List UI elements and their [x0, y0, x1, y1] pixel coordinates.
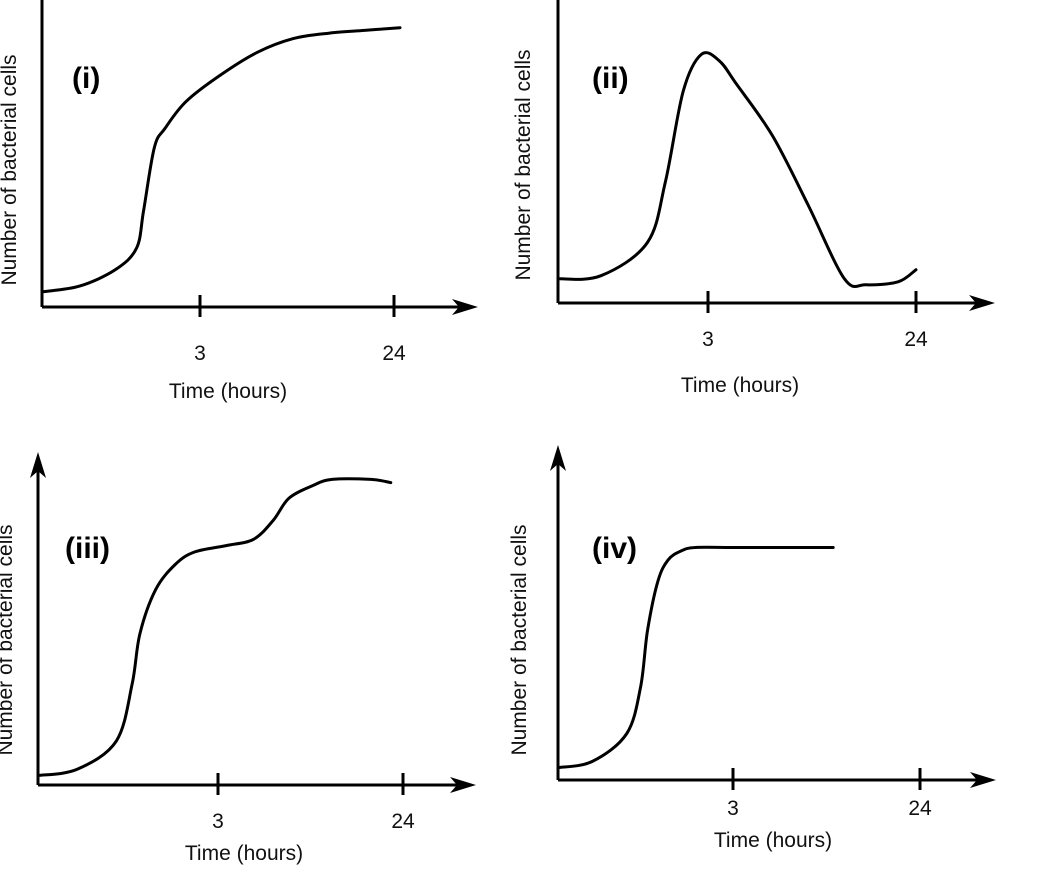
x-tick-label: 24: [904, 328, 928, 351]
growth-curve: [556, 545, 835, 770]
x-tick-label: 3: [194, 342, 206, 365]
x-tick-label: 24: [382, 342, 406, 365]
panel-3: 3 24 Time (hours) Number of bacterial cells…: [0, 452, 476, 865]
x-axis-arrow: [450, 777, 476, 793]
y-axis-title: Number of bacterial cells: [0, 54, 21, 285]
y-axis-title: Number of bacterial cells: [508, 524, 531, 755]
x-tick-label: 24: [391, 810, 415, 833]
panel-label: (iii): [65, 532, 110, 565]
y-axis-arrow: [30, 452, 46, 478]
x-tick-label: 3: [702, 328, 714, 351]
x-axis-title: Time (hours): [681, 374, 799, 397]
x-tick-label: 3: [212, 810, 224, 833]
x-axis-title: Time (hours): [169, 380, 287, 403]
x-axis-title: Time (hours): [714, 829, 832, 852]
x-axis-arrow: [970, 772, 996, 788]
panel-4: 3 24 Time (hours) Number of bacterial cells…: [508, 445, 996, 852]
y-axis-title: Number of bacterial cells: [0, 524, 17, 755]
x-tick-label: 3: [727, 797, 739, 820]
x-axis-arrow: [969, 295, 995, 311]
panel-label: (ii): [592, 62, 629, 95]
x-tick-label: 24: [908, 797, 932, 820]
y-axis-arrow: [550, 445, 566, 471]
panel-2: 3 24 Time (hours) Number of bacterial cells…: [512, 0, 995, 397]
growth-curve: [556, 51, 918, 289]
panel-label: (i): [72, 62, 100, 95]
x-axis-arrow: [452, 299, 478, 315]
growth-curve: [42, 26, 402, 294]
y-axis-title: Number of bacterial cells: [512, 49, 535, 280]
panel-label: (iv): [592, 532, 637, 565]
panel-1: 3 24 Time (hours) Number of bacterial cells…: [0, 0, 478, 403]
x-axis-title: Time (hours): [185, 842, 303, 865]
growth-curve: [36, 477, 393, 777]
